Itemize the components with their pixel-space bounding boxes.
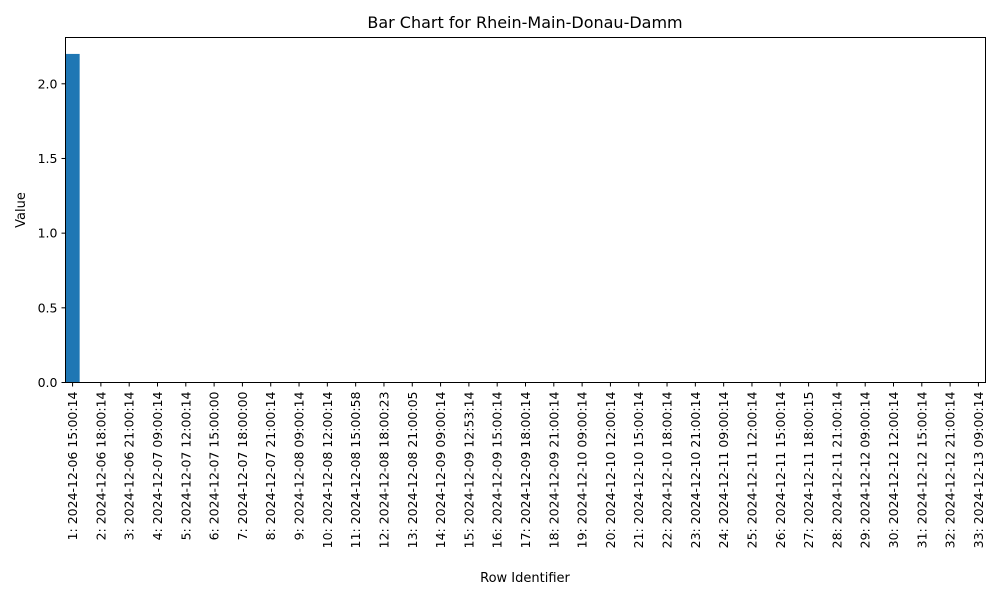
- y-axis: 0.0 0.5 1.0 1.5 2.0: [38, 76, 66, 390]
- x-tick-label: 6: 2024-12-07 15:00:00: [207, 391, 222, 540]
- x-tick-label: 16: 2024-12-09 15:00:14: [490, 391, 505, 548]
- x-tick-label: 20: 2024-12-10 12:00:14: [603, 391, 618, 548]
- x-tick-label: 19: 2024-12-10 09:00:14: [575, 391, 590, 548]
- x-tick-label: 27: 2024-12-11 18:00:15: [801, 392, 816, 549]
- y-tick-label: 2.0: [38, 76, 58, 91]
- x-tick-label: 13: 2024-12-08 21:00:05: [405, 392, 420, 549]
- x-tick-label: 17: 2024-12-09 18:00:14: [518, 391, 533, 548]
- x-tick-label: 24: 2024-12-11 09:00:14: [716, 391, 731, 548]
- chart-title: Bar Chart for Rhein-Main-Donau-Damm: [367, 13, 682, 32]
- x-tick-label: 33: 2024-12-13 09:00:14: [971, 391, 986, 548]
- x-tick-label: 22: 2024-12-10 18:00:14: [660, 391, 675, 548]
- y-tick-label: 1.0: [38, 226, 58, 241]
- x-axis: 1: 2024-12-06 15:00:14 2: 2024-12-06 18:0…: [65, 382, 986, 549]
- x-tick-label: 4: 2024-12-07 09:00:14: [150, 391, 165, 540]
- x-axis-label: Row Identifier: [480, 571, 570, 586]
- x-tick-label: 5: 2024-12-07 12:00:14: [178, 391, 193, 540]
- x-tick-label: 23: 2024-12-10 21:00:14: [688, 391, 703, 548]
- bars-group: [65, 53, 80, 383]
- x-tick-label: 15: 2024-12-09 12:53:14: [461, 391, 476, 548]
- x-tick-label: 31: 2024-12-12 15:00:14: [914, 391, 929, 548]
- x-tick-label: 25: 2024-12-11 12:00:14: [744, 391, 759, 548]
- x-tick-label: 14: 2024-12-09 09:00:14: [433, 391, 448, 548]
- x-tick-label: 3: 2024-12-06 21:00:14: [122, 391, 137, 540]
- x-tick-label: 11: 2024-12-08 15:00:58: [348, 391, 363, 548]
- bar: [65, 53, 80, 383]
- y-tick-label: 1.5: [38, 151, 58, 166]
- x-tick-label: 29: 2024-12-12 09:00:14: [858, 391, 873, 548]
- plot-frame: [65, 37, 986, 383]
- x-tick-label: 28: 2024-12-11 21:00:14: [829, 391, 844, 548]
- y-tick-label: 0.0: [38, 375, 58, 390]
- x-tick-label: 7: 2024-12-07 18:00:00: [235, 391, 250, 540]
- x-tick-label: 32: 2024-12-12 21:00:14: [943, 391, 958, 548]
- x-tick-label: 9: 2024-12-08 09:00:14: [292, 391, 307, 540]
- x-tick-label: 30: 2024-12-12 12:00:14: [886, 391, 901, 548]
- x-tick-label: 18: 2024-12-09 21:00:14: [546, 391, 561, 548]
- x-tick-label: 8: 2024-12-07 21:00:14: [263, 391, 278, 540]
- y-axis-label: Value: [14, 192, 29, 228]
- x-tick-label: 26: 2024-12-11 15:00:14: [773, 391, 788, 548]
- x-tick-label: 10: 2024-12-08 12:00:14: [320, 391, 335, 548]
- x-tick-label: 21: 2024-12-10 15:00:14: [631, 391, 646, 548]
- y-tick-label: 0.5: [38, 300, 58, 315]
- x-tick-label: 12: 2024-12-08 18:00:23: [376, 392, 391, 549]
- x-tick-label: 2: 2024-12-06 18:00:14: [93, 391, 108, 540]
- x-tick-label: 1: 2024-12-06 15:00:14: [65, 391, 80, 540]
